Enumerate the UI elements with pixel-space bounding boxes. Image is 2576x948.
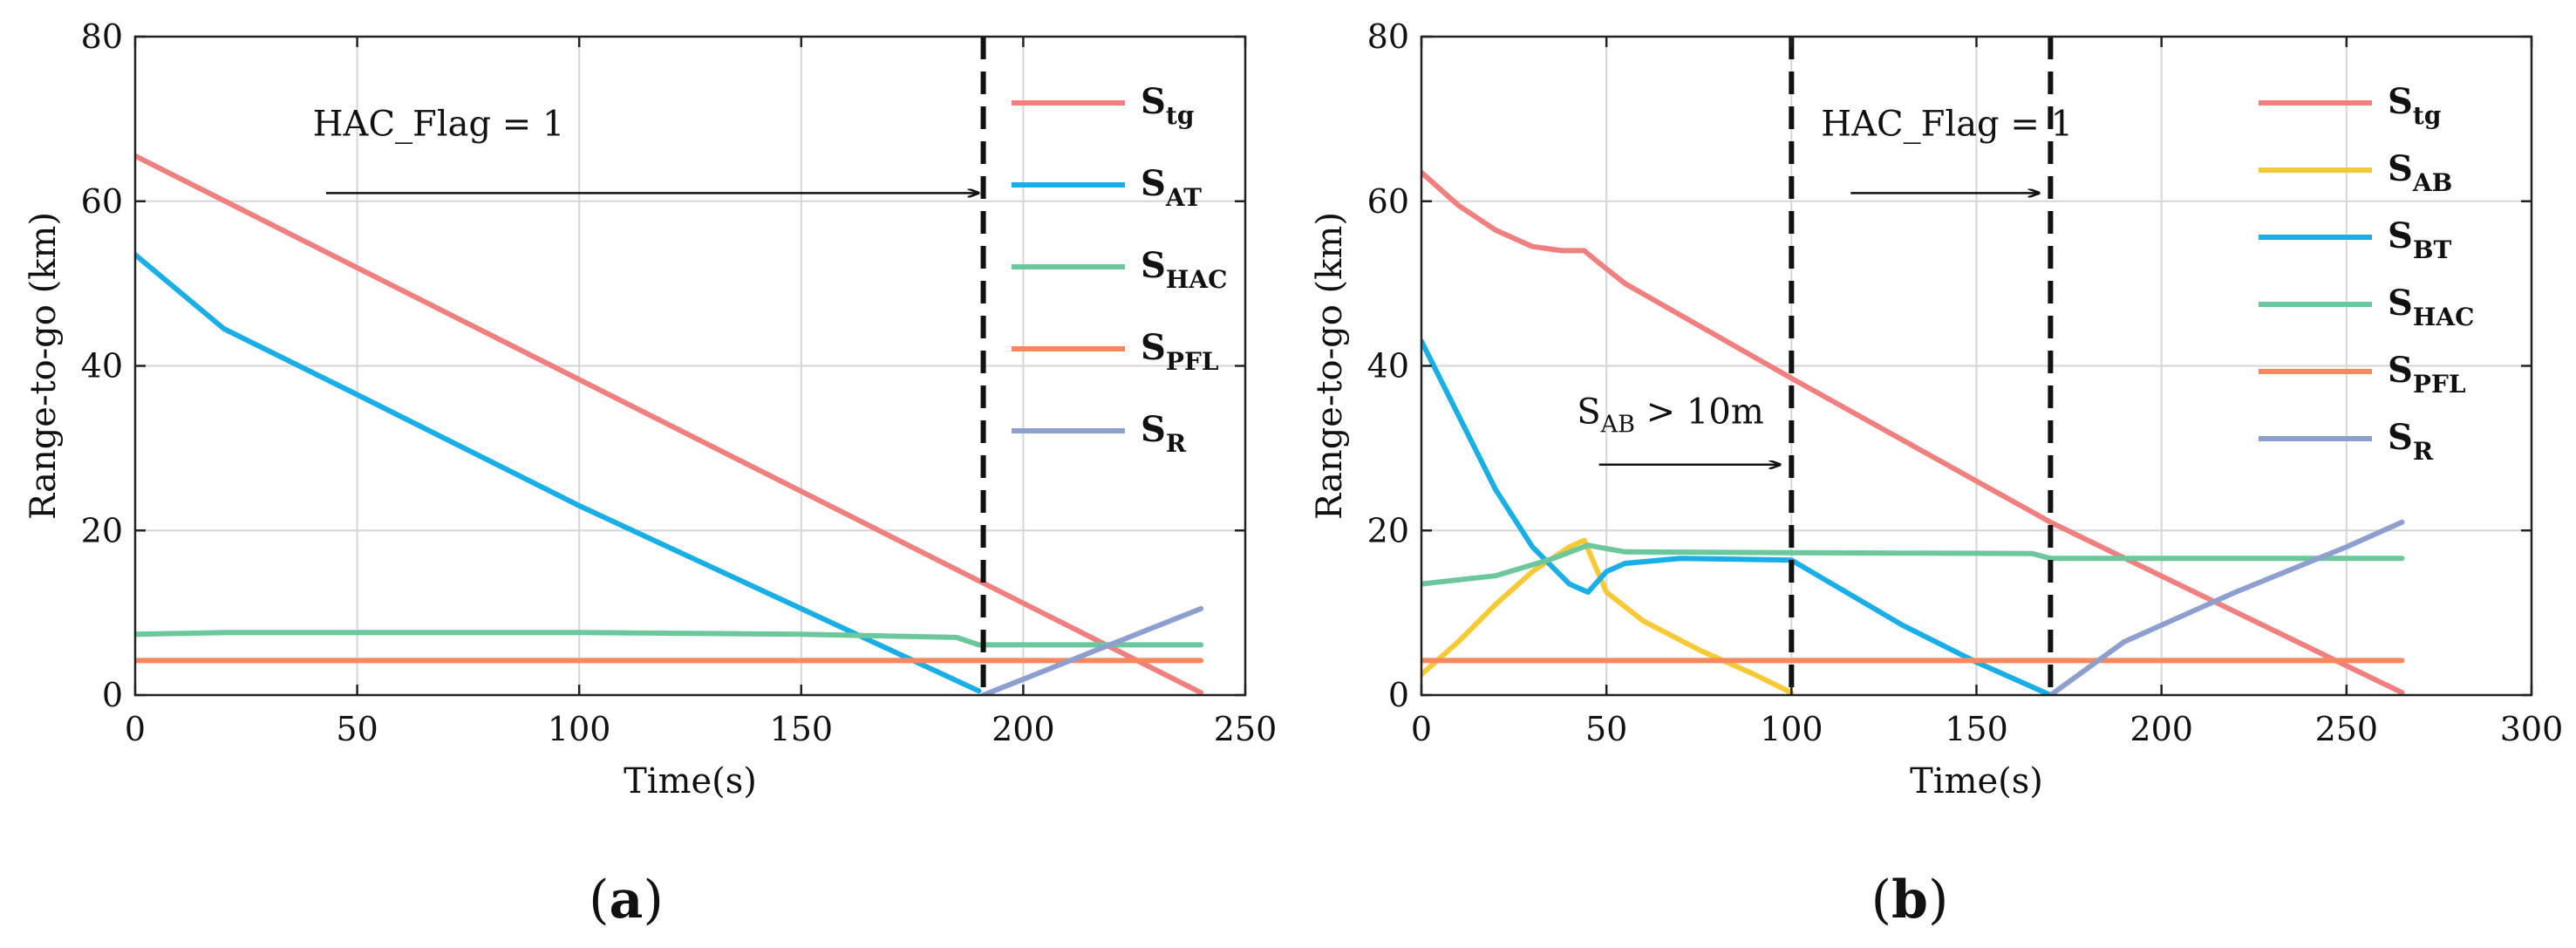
legend-entry: SAB <box>2388 148 2452 197</box>
y-tick-label: 0 <box>102 676 123 714</box>
series-line-at <box>135 252 982 694</box>
y-tick-label: 40 <box>81 347 123 385</box>
x-tick-label: 300 <box>2500 710 2564 748</box>
y-tick-label: 40 <box>1367 347 1409 385</box>
x-axis-label: Time(s) <box>624 761 757 801</box>
panel-caption: (a) <box>589 870 664 931</box>
series-line-bt <box>1421 338 2054 695</box>
y-tick-label: 60 <box>1367 182 1409 221</box>
x-tick-label: 100 <box>548 710 611 748</box>
x-tick-label: 50 <box>336 710 378 748</box>
series-group <box>1421 169 2405 695</box>
x-tick-label: 100 <box>1760 710 1823 748</box>
series-line-hac <box>135 630 1204 648</box>
x-tick-label: 0 <box>125 710 146 748</box>
series-line-hac <box>1421 542 2405 587</box>
y-tick-label: 60 <box>81 182 123 221</box>
annotation-label: SAB > 10m <box>1577 392 1764 439</box>
series-line-r <box>2048 519 2405 695</box>
x-axis-label: Time(s) <box>1910 761 2043 801</box>
annotation-label: HAC_Flag = 1 <box>1821 104 2073 144</box>
series-line-tg <box>1421 169 2405 695</box>
x-tick-label: 250 <box>1214 710 1278 748</box>
y-tick-label: 20 <box>81 511 123 549</box>
x-tick-label: 0 <box>1411 710 1432 748</box>
y-axis-label: Range-to-go (km) <box>24 212 64 520</box>
series-group <box>135 153 1204 695</box>
panel-caption: (b) <box>1871 870 1949 931</box>
y-axis-label: Range-to-go (km) <box>1310 212 1350 520</box>
x-tick-label: 150 <box>1945 710 2008 748</box>
series-line-r <box>980 605 1204 695</box>
y-tick-label: 0 <box>1388 676 1409 714</box>
annotation-label: HAC_Flag = 1 <box>313 104 565 144</box>
y-tick-label: 80 <box>1367 17 1409 56</box>
series-line-tg <box>135 153 1204 695</box>
x-tick-label: 150 <box>770 710 834 748</box>
y-tick-label: 20 <box>1367 511 1409 549</box>
panel-a: 0 50 100 150 200 250 0 20 40 60 80 Time(s) Range-to-… <box>24 17 1277 931</box>
x-tick-label: 200 <box>2130 710 2193 748</box>
y-tick-label: 80 <box>81 17 123 56</box>
x-tick-label: 200 <box>992 710 1055 748</box>
panel-b: 0 50 100 150 200 250 300 0 20 40 60 80 Time(s) Range-… <box>1310 17 2563 931</box>
x-tick-label: 250 <box>2315 710 2379 748</box>
x-tick-label: 50 <box>1585 710 1627 748</box>
